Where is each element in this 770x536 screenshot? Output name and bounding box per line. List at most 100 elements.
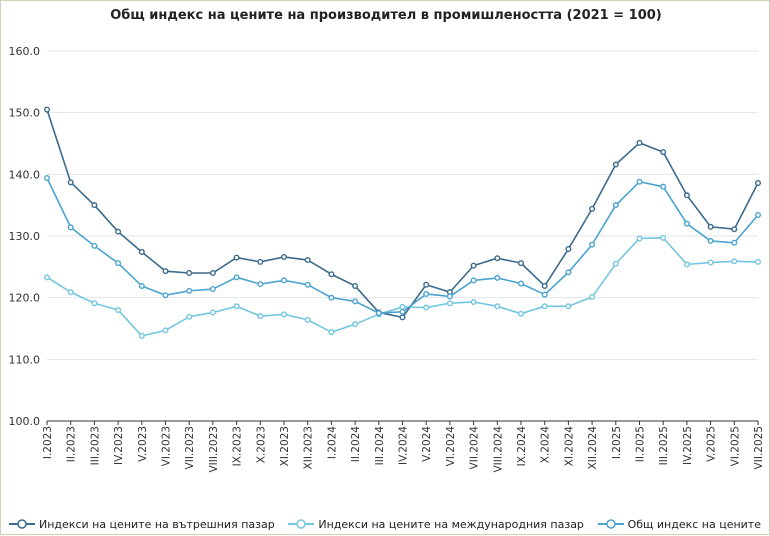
data-point-total[interactable] bbox=[683, 220, 690, 227]
data-point-international[interactable] bbox=[636, 235, 643, 242]
data-point-domestic[interactable] bbox=[660, 149, 667, 156]
data-point-domestic[interactable] bbox=[636, 139, 643, 146]
data-point-total[interactable] bbox=[375, 310, 382, 317]
data-point-total[interactable] bbox=[446, 293, 453, 300]
legend-marker-total-icon bbox=[597, 519, 624, 529]
data-point-domestic[interactable] bbox=[328, 271, 335, 278]
data-point-domestic[interactable] bbox=[518, 260, 525, 267]
data-point-total[interactable] bbox=[660, 183, 667, 190]
data-point-international[interactable] bbox=[494, 303, 501, 310]
data-point-international[interactable] bbox=[399, 303, 406, 310]
data-point-international[interactable] bbox=[67, 289, 74, 296]
data-point-domestic[interactable] bbox=[91, 202, 98, 209]
data-point-international[interactable] bbox=[115, 307, 122, 314]
data-point-international[interactable] bbox=[328, 329, 335, 336]
data-point-domestic[interactable] bbox=[565, 245, 572, 252]
data-point-international[interactable] bbox=[423, 304, 430, 311]
data-point-international[interactable] bbox=[589, 294, 596, 301]
data-point-international[interactable] bbox=[518, 310, 525, 317]
data-point-domestic[interactable] bbox=[399, 314, 406, 321]
data-point-domestic[interactable] bbox=[304, 257, 311, 264]
data-point-domestic[interactable] bbox=[162, 268, 169, 275]
data-point-domestic[interactable] bbox=[233, 254, 240, 261]
data-point-international[interactable] bbox=[660, 234, 667, 241]
data-point-total[interactable] bbox=[115, 260, 122, 267]
data-point-total[interactable] bbox=[589, 241, 596, 248]
data-point-total[interactable] bbox=[541, 291, 548, 298]
data-point-total[interactable] bbox=[399, 308, 406, 315]
data-point-total[interactable] bbox=[636, 178, 643, 185]
legend-label-domestic: Индекси на цените на вътрешния пазар bbox=[39, 517, 275, 531]
data-point-domestic[interactable] bbox=[352, 282, 359, 289]
data-point-international[interactable] bbox=[162, 327, 169, 334]
data-point-international[interactable] bbox=[731, 258, 738, 265]
data-point-total[interactable] bbox=[518, 280, 525, 287]
data-point-domestic[interactable] bbox=[209, 270, 216, 277]
data-point-total[interactable] bbox=[257, 281, 264, 288]
data-point-domestic[interactable] bbox=[683, 192, 690, 199]
data-point-total[interactable] bbox=[162, 292, 169, 299]
data-point-international[interactable] bbox=[186, 313, 193, 320]
data-point-domestic[interactable] bbox=[67, 179, 74, 186]
data-point-international[interactable] bbox=[304, 316, 311, 323]
data-point-international[interactable] bbox=[446, 300, 453, 307]
data-point-international[interactable] bbox=[209, 309, 216, 316]
legend-item-international[interactable]: Индекси на цените на международния пазар bbox=[288, 518, 584, 531]
data-point-domestic[interactable] bbox=[589, 205, 596, 212]
data-point-domestic[interactable] bbox=[755, 179, 762, 186]
data-point-total[interactable] bbox=[304, 281, 311, 288]
series-total bbox=[44, 175, 762, 317]
data-point-domestic[interactable] bbox=[494, 255, 501, 262]
x-tick-label: III.2025 bbox=[658, 426, 670, 465]
data-point-total[interactable] bbox=[138, 282, 145, 289]
data-point-international[interactable] bbox=[281, 311, 288, 318]
legend-item-domestic[interactable]: Индекси на цените на вътрешния пазар bbox=[9, 518, 275, 531]
data-point-international[interactable] bbox=[755, 258, 762, 265]
data-point-total[interactable] bbox=[91, 242, 98, 249]
data-point-international[interactable] bbox=[138, 332, 145, 339]
data-point-domestic[interactable] bbox=[612, 161, 619, 168]
x-tick-labels: I.2023 II.2023 III.2023 IV.2023 V.2023 VI.202… bbox=[42, 426, 765, 473]
data-point-domestic[interactable] bbox=[731, 226, 738, 233]
data-point-total[interactable] bbox=[67, 224, 74, 231]
data-point-total[interactable] bbox=[233, 274, 240, 281]
data-point-international[interactable] bbox=[91, 300, 98, 307]
data-point-international[interactable] bbox=[565, 303, 572, 310]
data-point-domestic[interactable] bbox=[138, 249, 145, 256]
x-tick-label: X.2023 bbox=[255, 426, 267, 463]
data-point-international[interactable] bbox=[707, 259, 714, 266]
data-point-total[interactable] bbox=[209, 286, 216, 293]
data-point-total[interactable] bbox=[470, 277, 477, 284]
data-point-total[interactable] bbox=[707, 237, 714, 244]
data-point-domestic[interactable] bbox=[44, 106, 51, 113]
x-tick-label: IV.2023 bbox=[113, 426, 125, 465]
data-point-total[interactable] bbox=[352, 298, 359, 305]
data-point-total[interactable] bbox=[731, 239, 738, 246]
data-point-international[interactable] bbox=[470, 298, 477, 305]
data-point-total[interactable] bbox=[328, 294, 335, 301]
data-point-total[interactable] bbox=[565, 269, 572, 276]
data-point-total[interactable] bbox=[423, 290, 430, 297]
legend-item-total[interactable]: Общ индекс на цените bbox=[597, 518, 761, 531]
data-point-domestic[interactable] bbox=[257, 258, 264, 265]
data-point-international[interactable] bbox=[352, 321, 359, 328]
data-point-total[interactable] bbox=[44, 175, 51, 182]
data-point-international[interactable] bbox=[683, 261, 690, 268]
data-point-domestic[interactable] bbox=[470, 262, 477, 269]
data-point-total[interactable] bbox=[494, 274, 501, 281]
data-point-domestic[interactable] bbox=[423, 281, 430, 288]
data-point-international[interactable] bbox=[612, 260, 619, 267]
data-point-total[interactable] bbox=[281, 277, 288, 284]
data-point-international[interactable] bbox=[44, 274, 51, 281]
data-point-international[interactable] bbox=[541, 303, 548, 310]
data-point-international[interactable] bbox=[257, 313, 264, 320]
data-point-domestic[interactable] bbox=[541, 282, 548, 289]
data-point-total[interactable] bbox=[186, 287, 193, 294]
data-point-domestic[interactable] bbox=[281, 253, 288, 260]
data-point-domestic[interactable] bbox=[115, 228, 122, 235]
data-point-domestic[interactable] bbox=[186, 270, 193, 277]
data-point-domestic[interactable] bbox=[707, 223, 714, 230]
data-point-total[interactable] bbox=[755, 212, 762, 219]
data-point-total[interactable] bbox=[612, 202, 619, 209]
data-point-international[interactable] bbox=[233, 303, 240, 310]
